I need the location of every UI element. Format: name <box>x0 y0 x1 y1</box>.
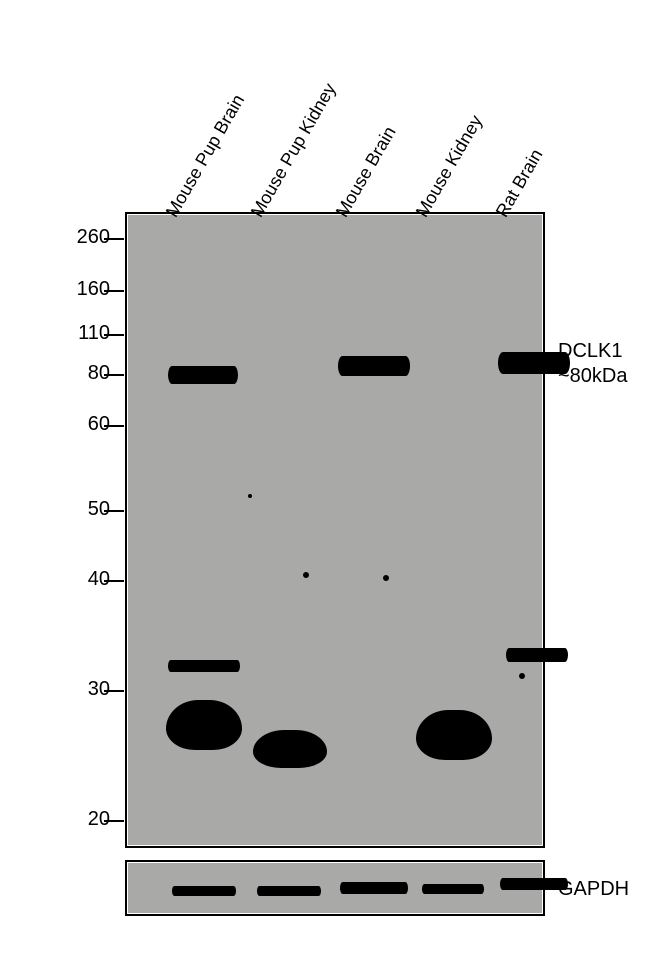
band-loading-lane0-y886 <box>172 886 236 896</box>
loading-label: GAPDH <box>558 878 629 901</box>
mw-label-20: 20 <box>60 808 110 831</box>
mw-label-80: 80 <box>60 362 110 385</box>
mw-tick-110 <box>104 334 124 336</box>
band-main-lane3-y710 <box>416 710 492 760</box>
band-main-lane4-y648 <box>506 648 568 662</box>
band-main-lane1-y730 <box>253 730 327 768</box>
mw-tick-60 <box>104 425 124 427</box>
mw-tick-50 <box>104 510 124 512</box>
mw-tick-40 <box>104 580 124 582</box>
band-loading-lane4-y878 <box>500 878 568 890</box>
band-main-lane0-y700 <box>166 700 242 750</box>
band-loading-lane2-y882 <box>340 882 408 894</box>
band-main-lane0-y366 <box>168 366 238 384</box>
lane-label-3: Mouse Kidney <box>412 112 487 221</box>
mw-label-60: 60 <box>60 413 110 436</box>
mw-label-40: 40 <box>60 568 110 591</box>
mw-tick-30 <box>104 690 124 692</box>
mw-tick-160 <box>104 290 124 292</box>
mw-label-30: 30 <box>60 678 110 701</box>
mw-label-260: 260 <box>60 226 110 249</box>
mw-tick-260 <box>104 238 124 240</box>
speck-3 <box>519 673 525 679</box>
mw-tick-80 <box>104 374 124 376</box>
speck-2 <box>248 494 252 498</box>
speck-0 <box>303 572 309 578</box>
mw-tick-20 <box>104 820 124 822</box>
western-blot-figure: Mouse Pup BrainMouse Pup KidneyMouse Bra… <box>0 0 650 963</box>
band-loading-lane1-y886 <box>257 886 321 896</box>
lane-label-1: Mouse Pup Kidney <box>247 80 341 221</box>
mw-label-50: 50 <box>60 498 110 521</box>
lane-label-4: Rat Brain <box>492 146 548 221</box>
lane-label-2: Mouse Brain <box>332 123 401 221</box>
lane-label-0: Mouse Pup Brain <box>162 91 249 221</box>
band-main-lane2-y356 <box>338 356 410 376</box>
speck-1 <box>383 575 389 581</box>
band-main-lane0-y660 <box>168 660 240 672</box>
band-main-lane4-y352 <box>498 352 570 374</box>
mw-label-160: 160 <box>60 278 110 301</box>
mw-label-110: 110 <box>60 322 110 345</box>
band-loading-lane3-y884 <box>422 884 484 894</box>
